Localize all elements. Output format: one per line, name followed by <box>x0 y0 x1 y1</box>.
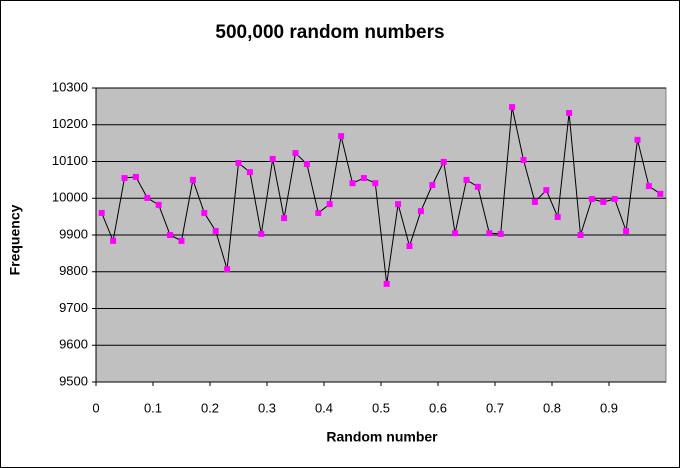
x-tick-label: 0.4 <box>315 400 333 415</box>
x-tick-label: 0.5 <box>372 400 390 415</box>
x-tick-label: 0.3 <box>258 400 276 415</box>
data-point <box>110 237 117 244</box>
x-tick-label: 0.9 <box>600 400 618 415</box>
data-point <box>189 176 196 183</box>
data-point <box>121 175 128 182</box>
data-point <box>566 109 573 116</box>
y-tick-label: 9500 <box>59 373 88 388</box>
data-point <box>611 195 618 202</box>
data-point <box>406 243 413 250</box>
data-point <box>201 209 208 216</box>
data-point <box>543 187 550 194</box>
data-point <box>178 237 185 244</box>
data-point <box>463 176 470 183</box>
y-tick-label: 10000 <box>52 190 88 205</box>
data-point <box>429 182 436 189</box>
data-point <box>474 183 481 190</box>
data-point <box>554 213 561 220</box>
data-point <box>577 232 584 238</box>
data-point <box>440 158 447 165</box>
data-point <box>520 157 527 164</box>
data-point <box>531 198 538 205</box>
x-tick-label: 0.1 <box>144 400 162 415</box>
x-tick-label: 0.8 <box>543 400 561 415</box>
y-tick-label: 10200 <box>52 116 88 131</box>
data-point <box>281 215 288 222</box>
data-point <box>235 159 242 166</box>
data-point <box>623 227 630 234</box>
y-tick-label: 9600 <box>59 337 88 352</box>
data-point <box>98 209 105 216</box>
data-point <box>509 104 516 111</box>
data-line <box>101 107 661 284</box>
data-point <box>657 190 664 197</box>
y-axis-title: Frequency <box>7 204 23 275</box>
data-point <box>155 201 162 208</box>
data-point <box>269 155 276 162</box>
chart-title: 500,000 random numbers <box>215 22 444 43</box>
data-point <box>303 161 310 168</box>
data-point <box>452 230 459 237</box>
x-tick-label: 0 <box>92 400 99 415</box>
data-point <box>292 150 299 157</box>
data-point <box>338 133 345 140</box>
data-point <box>588 195 595 202</box>
data-point <box>144 194 151 201</box>
data-point <box>212 227 219 234</box>
data-point <box>246 169 253 176</box>
data-point <box>634 136 641 143</box>
data-point <box>417 208 424 215</box>
data-point <box>167 232 174 238</box>
x-tick-label: 0.7 <box>486 400 504 415</box>
y-tick-label: 10100 <box>52 153 88 168</box>
y-tick-label: 9700 <box>59 300 88 315</box>
y-tick-label: 9800 <box>59 263 88 278</box>
data-point <box>383 280 390 287</box>
data-point <box>372 180 379 187</box>
data-point <box>132 173 139 180</box>
data-point <box>258 230 265 237</box>
data-point <box>224 266 231 273</box>
y-tick-label: 9900 <box>59 226 88 241</box>
y-tick-label: 10300 <box>52 79 88 94</box>
x-tick-label: 0.6 <box>429 400 447 415</box>
data-point <box>349 180 356 187</box>
x-axis-title: Random number <box>326 429 438 445</box>
data-point <box>360 175 367 182</box>
data-point <box>315 209 322 216</box>
data-point <box>497 230 504 237</box>
data-point <box>395 201 402 208</box>
data-point <box>486 230 493 237</box>
data-point <box>600 198 607 205</box>
x-tick-label: 0.2 <box>201 400 219 415</box>
data-point <box>326 201 333 208</box>
data-point <box>645 183 652 190</box>
